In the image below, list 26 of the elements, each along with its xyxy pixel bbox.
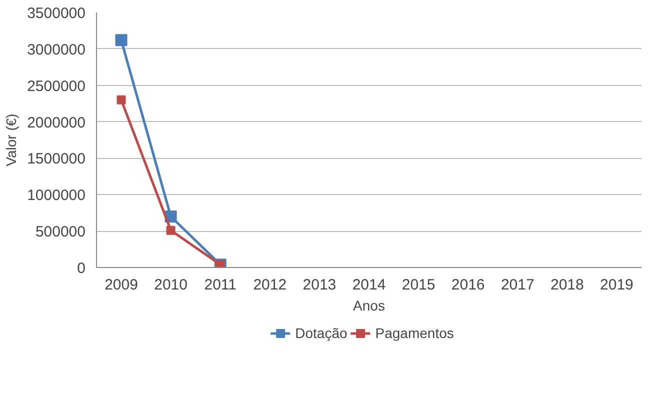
- x-tick-label: 2011: [204, 276, 236, 294]
- legend-label: Pagamentos: [375, 325, 454, 341]
- x-tick-label: 2012: [253, 276, 287, 294]
- y-tick-label: 0: [77, 260, 86, 277]
- y-tick-label: 3500000: [27, 5, 86, 22]
- x-tick-label: 2018: [550, 276, 584, 294]
- legend-label: Dotação: [295, 325, 348, 341]
- x-axis-title: Anos: [353, 298, 385, 314]
- y-tick-label: 2000000: [27, 114, 86, 132]
- x-tick-label: 2019: [600, 276, 634, 294]
- y-tick-label: 3000000: [27, 41, 86, 58]
- point: [115, 34, 128, 46]
- x-tick-label: 2013: [302, 276, 336, 294]
- x-tick-label: 2010: [154, 276, 188, 294]
- x-tick-label: 2016: [451, 276, 485, 294]
- y-tick-label: 500000: [35, 224, 86, 241]
- y-tick-label: 2500000: [27, 78, 86, 95]
- point: [166, 226, 176, 235]
- x-tick-label: 2015: [402, 276, 436, 294]
- x-tick-label: 2017: [500, 276, 534, 294]
- x-tick-label: 2009: [104, 276, 138, 294]
- point: [116, 95, 126, 104]
- y-tick-label: 1000000: [27, 187, 86, 204]
- x-tick-label: 2014: [352, 276, 386, 294]
- y-axis-title: Valor (€): [3, 114, 20, 166]
- y-tick-label: 1500000: [27, 150, 86, 168]
